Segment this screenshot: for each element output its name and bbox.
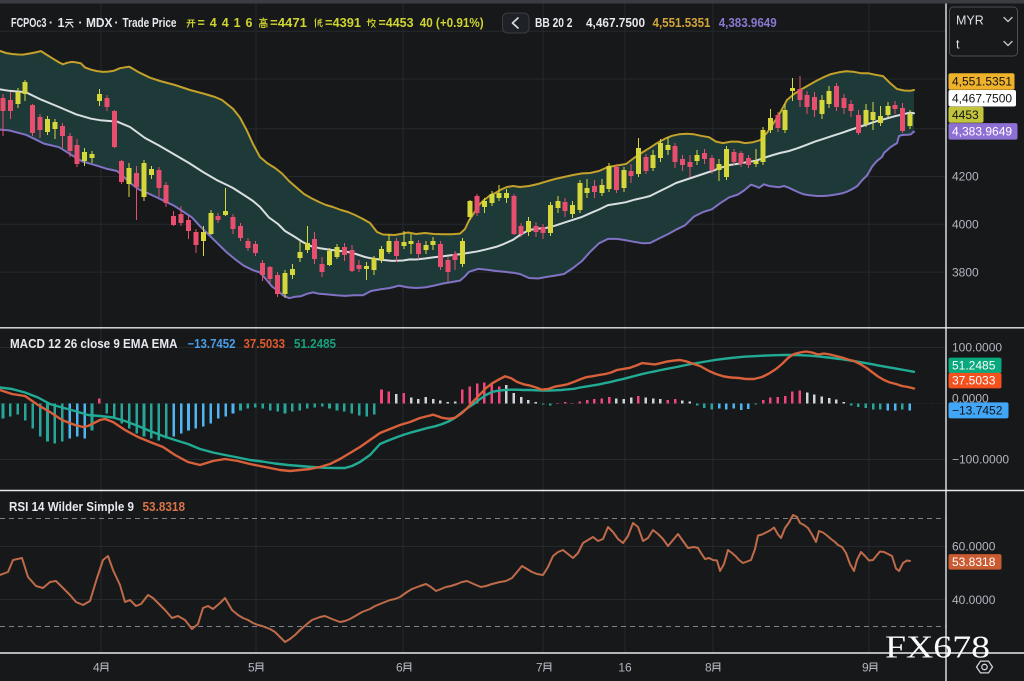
- svg-text:MDX: MDX: [86, 16, 113, 30]
- svg-text:4: 4: [93, 661, 100, 675]
- svg-text:100.0000: 100.0000: [952, 341, 1002, 355]
- svg-text:4,467.7500: 4,467.7500: [952, 91, 1012, 105]
- svg-text:7: 7: [536, 661, 543, 675]
- svg-text:FX678: FX678: [885, 629, 990, 665]
- svg-text:4000: 4000: [952, 218, 979, 232]
- svg-text:60.0000: 60.0000: [952, 540, 996, 554]
- svg-text:MACD 12 26 close 9 EMA EMA: MACD 12 26 close 9 EMA EMA: [10, 337, 178, 351]
- svg-text:t: t: [956, 38, 960, 52]
- svg-text:−13.7452: −13.7452: [952, 403, 1003, 417]
- svg-text:40.0000: 40.0000: [952, 593, 996, 607]
- svg-text:4,383.9649: 4,383.9649: [952, 124, 1012, 138]
- svg-text:=4453: =4453: [379, 16, 414, 30]
- svg-text:1: 1: [58, 16, 65, 30]
- svg-text:4,383.9649: 4,383.9649: [719, 16, 777, 30]
- svg-text:FCPOc3: FCPOc3: [11, 16, 47, 30]
- svg-text:−100.0000: −100.0000: [952, 453, 1009, 467]
- svg-text:·: ·: [114, 16, 118, 30]
- svg-text:4200: 4200: [952, 170, 979, 184]
- svg-text:6: 6: [396, 661, 403, 675]
- svg-text:−13.7452: −13.7452: [188, 337, 236, 351]
- svg-text:0.0000: 0.0000: [952, 391, 989, 405]
- svg-text:BB 20 2: BB 20 2: [535, 16, 573, 30]
- svg-text:3800: 3800: [952, 265, 979, 279]
- svg-text:4,551.5351: 4,551.5351: [952, 74, 1012, 88]
- svg-text:16: 16: [618, 661, 632, 675]
- svg-text:RSI 14 Wilder Simple 9: RSI 14 Wilder Simple 9: [9, 500, 134, 514]
- svg-text:53.8318: 53.8318: [952, 555, 996, 569]
- svg-text:4,467.7500: 4,467.7500: [586, 16, 645, 30]
- svg-text:51.2485: 51.2485: [294, 337, 336, 351]
- svg-text:·: ·: [49, 16, 53, 30]
- svg-text:=4416: =4416: [198, 16, 253, 30]
- svg-text:=4391: =4391: [325, 16, 361, 30]
- svg-text:37.5033: 37.5033: [244, 337, 286, 351]
- svg-text:·: ·: [78, 16, 82, 30]
- svg-text:=4471: =4471: [270, 16, 307, 30]
- svg-text:51.2485: 51.2485: [952, 358, 996, 372]
- svg-text:4453: 4453: [952, 108, 979, 122]
- svg-text:37.5033: 37.5033: [952, 374, 996, 388]
- svg-text:53.8318: 53.8318: [143, 500, 186, 514]
- svg-text:MYR: MYR: [956, 14, 984, 28]
- svg-text:8: 8: [705, 661, 712, 675]
- svg-text:5: 5: [248, 661, 255, 675]
- svg-text:4,551.5351: 4,551.5351: [653, 16, 711, 30]
- svg-text:Trade Price: Trade Price: [123, 16, 177, 30]
- svg-text:40 (+0.91%): 40 (+0.91%): [420, 16, 484, 30]
- svg-text:9: 9: [862, 661, 869, 675]
